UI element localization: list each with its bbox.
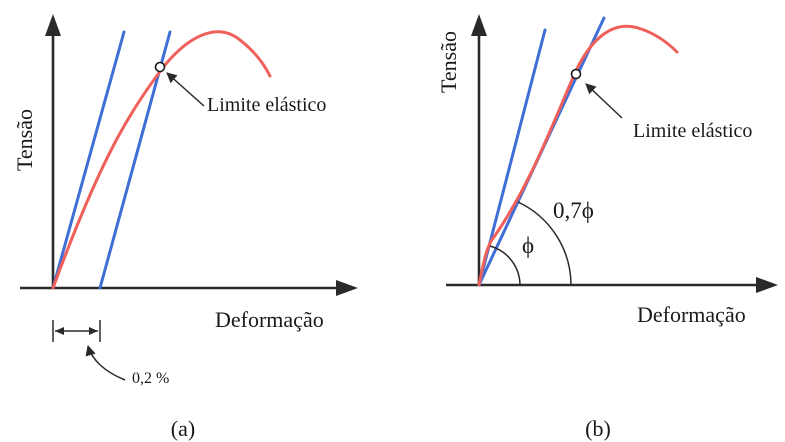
offset-arrowhead-right-a xyxy=(89,327,98,335)
offset-arrowhead-left-a xyxy=(55,327,64,335)
angle-arc-large-b xyxy=(517,201,572,286)
elastic-line-a xyxy=(51,30,126,290)
panel-a: Limite elástico Tensão Deformação 0,2 % … xyxy=(12,14,358,441)
yield-point-marker-a xyxy=(154,61,166,73)
stress-strain-curve-a xyxy=(51,30,272,290)
angle-arc-small-b xyxy=(489,245,521,286)
x-axis-label-a: Deformação xyxy=(215,307,324,332)
y-axis-label-b: Tensão xyxy=(436,31,461,93)
x-axis-arrowhead-b xyxy=(756,277,778,293)
offset-callout-arrow-a xyxy=(85,344,126,381)
angle-large-label-b: 0,7ϕ xyxy=(553,198,594,223)
yield-point-label-a: Limite elástico xyxy=(207,94,326,116)
yield-point-marker-b xyxy=(570,68,582,80)
caption-a: (a) xyxy=(171,416,195,441)
x-axis-label-b: Deformação xyxy=(637,302,746,327)
y-axis-arrowhead-b xyxy=(471,14,487,36)
angle-small-label-b: ϕ xyxy=(522,233,534,258)
yield-point-label-b: Limite elástico xyxy=(633,120,752,142)
y-axis-arrowhead-a xyxy=(45,14,61,36)
caption-b: (b) xyxy=(585,416,611,441)
yield-point-arrow-a xyxy=(166,72,205,107)
x-axis-arrowhead-a xyxy=(336,280,358,296)
offset-label-a: 0,2 % xyxy=(132,370,169,387)
stress-strain-curve-b xyxy=(477,24,679,287)
panel-b: Limite elástico ϕ 0,7ϕ Tensão Deformação… xyxy=(436,14,778,441)
yield-point-arrow-b xyxy=(585,83,623,119)
y-axis-label-a: Tensão xyxy=(12,109,37,171)
